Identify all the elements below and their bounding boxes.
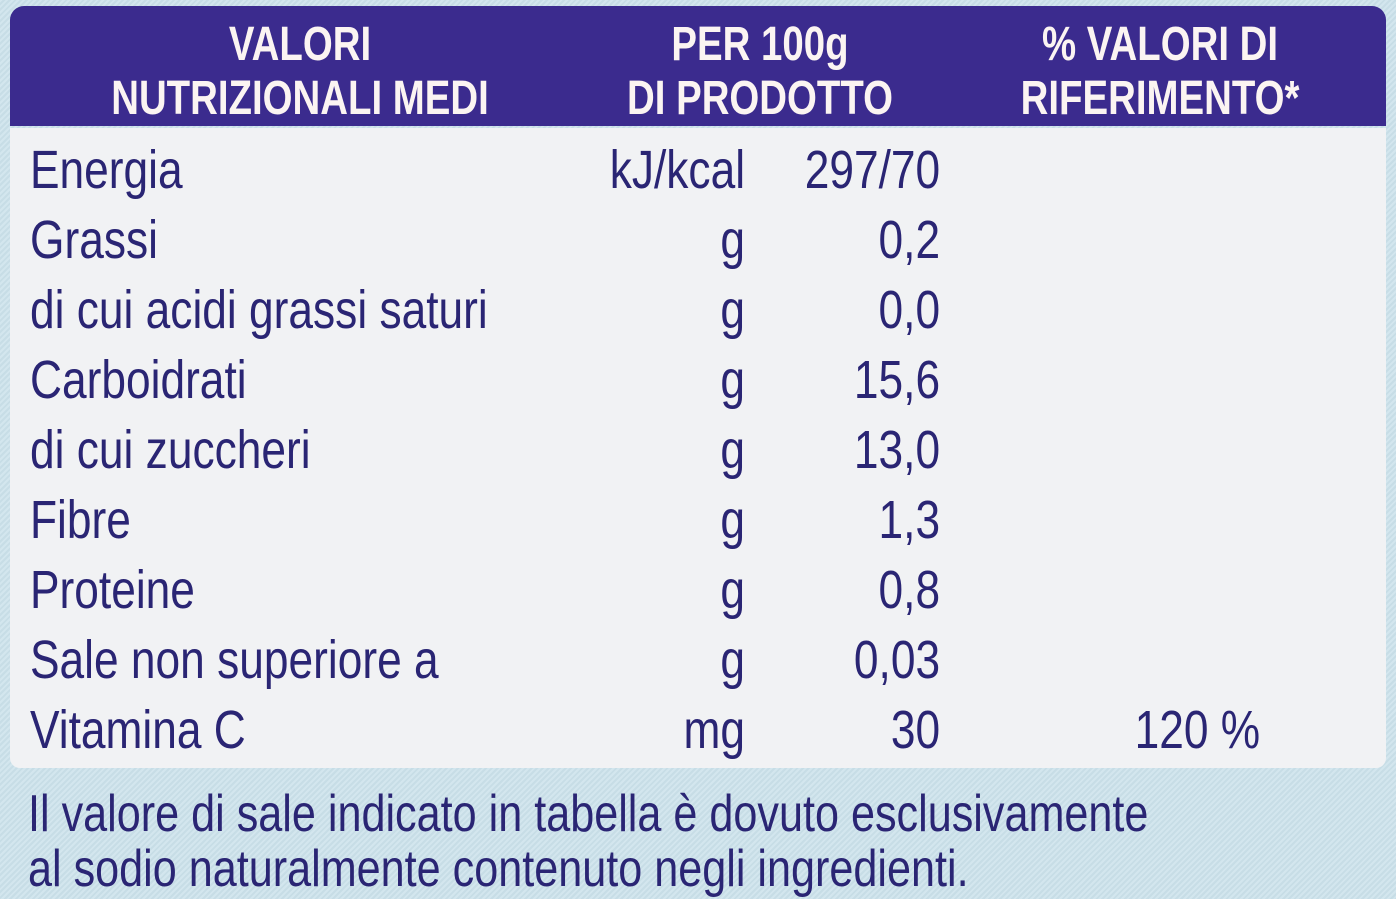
table-row: Energia kJ/kcal 297/70 — [0, 134, 1396, 204]
table-row: Sale non superiore a g 0,03 — [0, 624, 1396, 694]
header-line: VALORI — [228, 18, 372, 71]
table-row: Grassi g 0,2 — [0, 204, 1396, 274]
value: 0,8 — [878, 560, 940, 620]
table-row: di cui acidi grassi saturi g 0,0 — [0, 274, 1396, 344]
table-row: Carboidrati g 15,6 — [0, 344, 1396, 414]
nutrient-label: Grassi — [30, 210, 158, 270]
unit: kJ/kcal — [609, 140, 745, 200]
nutrient-label: Proteine — [30, 560, 195, 620]
nutrient-label: Energia — [30, 140, 183, 200]
unit: mg — [683, 700, 745, 760]
nutrient-label: di cui zuccheri — [30, 420, 311, 480]
value: 0,03 — [853, 630, 940, 690]
unit: g — [720, 420, 745, 480]
footnote-line-2: al sodio naturalmente contenuto negli in… — [28, 840, 969, 898]
header-line: PER 100g — [671, 18, 849, 71]
value: 297/70 — [804, 140, 940, 200]
unit: g — [720, 280, 745, 340]
header-line: DI PRODOTTO — [627, 72, 893, 125]
header-per-100g: PER 100g DI PRODOTTO — [568, 18, 952, 126]
header-line: % VALORI DI — [1041, 18, 1279, 71]
unit: g — [720, 490, 745, 550]
table-body — [10, 128, 1386, 768]
reference-percent: 120 % — [1134, 700, 1260, 760]
header-line: NUTRIZIONALI MEDI — [111, 72, 489, 125]
table-row: Vitamina C mg 30 120 % — [0, 694, 1396, 764]
value: 0,2 — [878, 210, 940, 270]
unit: g — [720, 560, 745, 620]
table-row: Proteine g 0,8 — [0, 554, 1396, 624]
nutrient-label: Vitamina C — [30, 700, 246, 760]
table-header: VALORI NUTRIZIONALI MEDI PER 100g DI PRO… — [10, 6, 1386, 126]
value: 15,6 — [853, 350, 940, 410]
unit: g — [720, 630, 745, 690]
footnote-line-1: Il valore di sale indicato in tabella è … — [28, 785, 1149, 843]
value: 30 — [890, 700, 940, 760]
value: 13,0 — [853, 420, 940, 480]
value: 0,0 — [878, 280, 940, 340]
table-row: Fibre g 1,3 — [0, 484, 1396, 554]
header-nutrients: VALORI NUTRIZIONALI MEDI — [108, 18, 492, 126]
value: 1,3 — [878, 490, 940, 550]
nutrient-label: Sale non superiore a — [30, 630, 439, 690]
unit: g — [720, 210, 745, 270]
nutrient-label: Carboidrati — [30, 350, 247, 410]
table-row: di cui zuccheri g 13,0 — [0, 414, 1396, 484]
nutrient-label: di cui acidi grassi saturi — [30, 280, 488, 340]
header-line: RIFERIMENTO* — [1020, 72, 1300, 125]
header-reference-values: % VALORI DI RIFERIMENTO* — [968, 18, 1352, 126]
nutrient-label: Fibre — [30, 490, 131, 550]
unit: g — [720, 350, 745, 410]
